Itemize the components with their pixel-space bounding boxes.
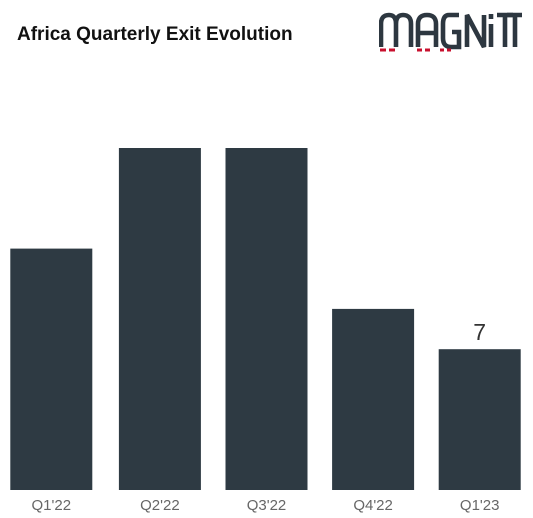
bar-Q4'22 [332,308,415,490]
logo-stroke [507,12,522,47]
logo-i-dot [488,14,494,19]
x-tick-label: Q2'22 [140,497,180,514]
bar-Q3'22 [225,148,308,490]
x-tick-label: Q1'23 [460,497,500,514]
logo-accent-dash [389,48,395,52]
logo-accent-dash [440,48,444,52]
bar-Q1'23 [438,349,521,490]
logo-stroke [464,13,487,49]
chart-title: Africa Quarterly Exit Evolution [17,24,293,45]
logo-stroke [440,12,462,50]
logo-stroke [415,12,439,47]
data-label-Q1'23: 7 [473,319,486,345]
x-tick-label: Q3'22 [247,497,287,514]
logo-accent-dash [380,48,386,52]
logo-accent-dash [447,48,451,52]
bar-Q2'22 [118,148,201,490]
x-tick-label: Q4'22 [353,497,393,514]
magnitt-logo [379,12,522,52]
logo-stroke [379,12,414,47]
logo-accent-dash [425,48,430,52]
x-tick-label: Q1'22 [32,497,72,514]
bar-Q1'22 [10,248,93,490]
logo-accent-dash [417,48,422,52]
